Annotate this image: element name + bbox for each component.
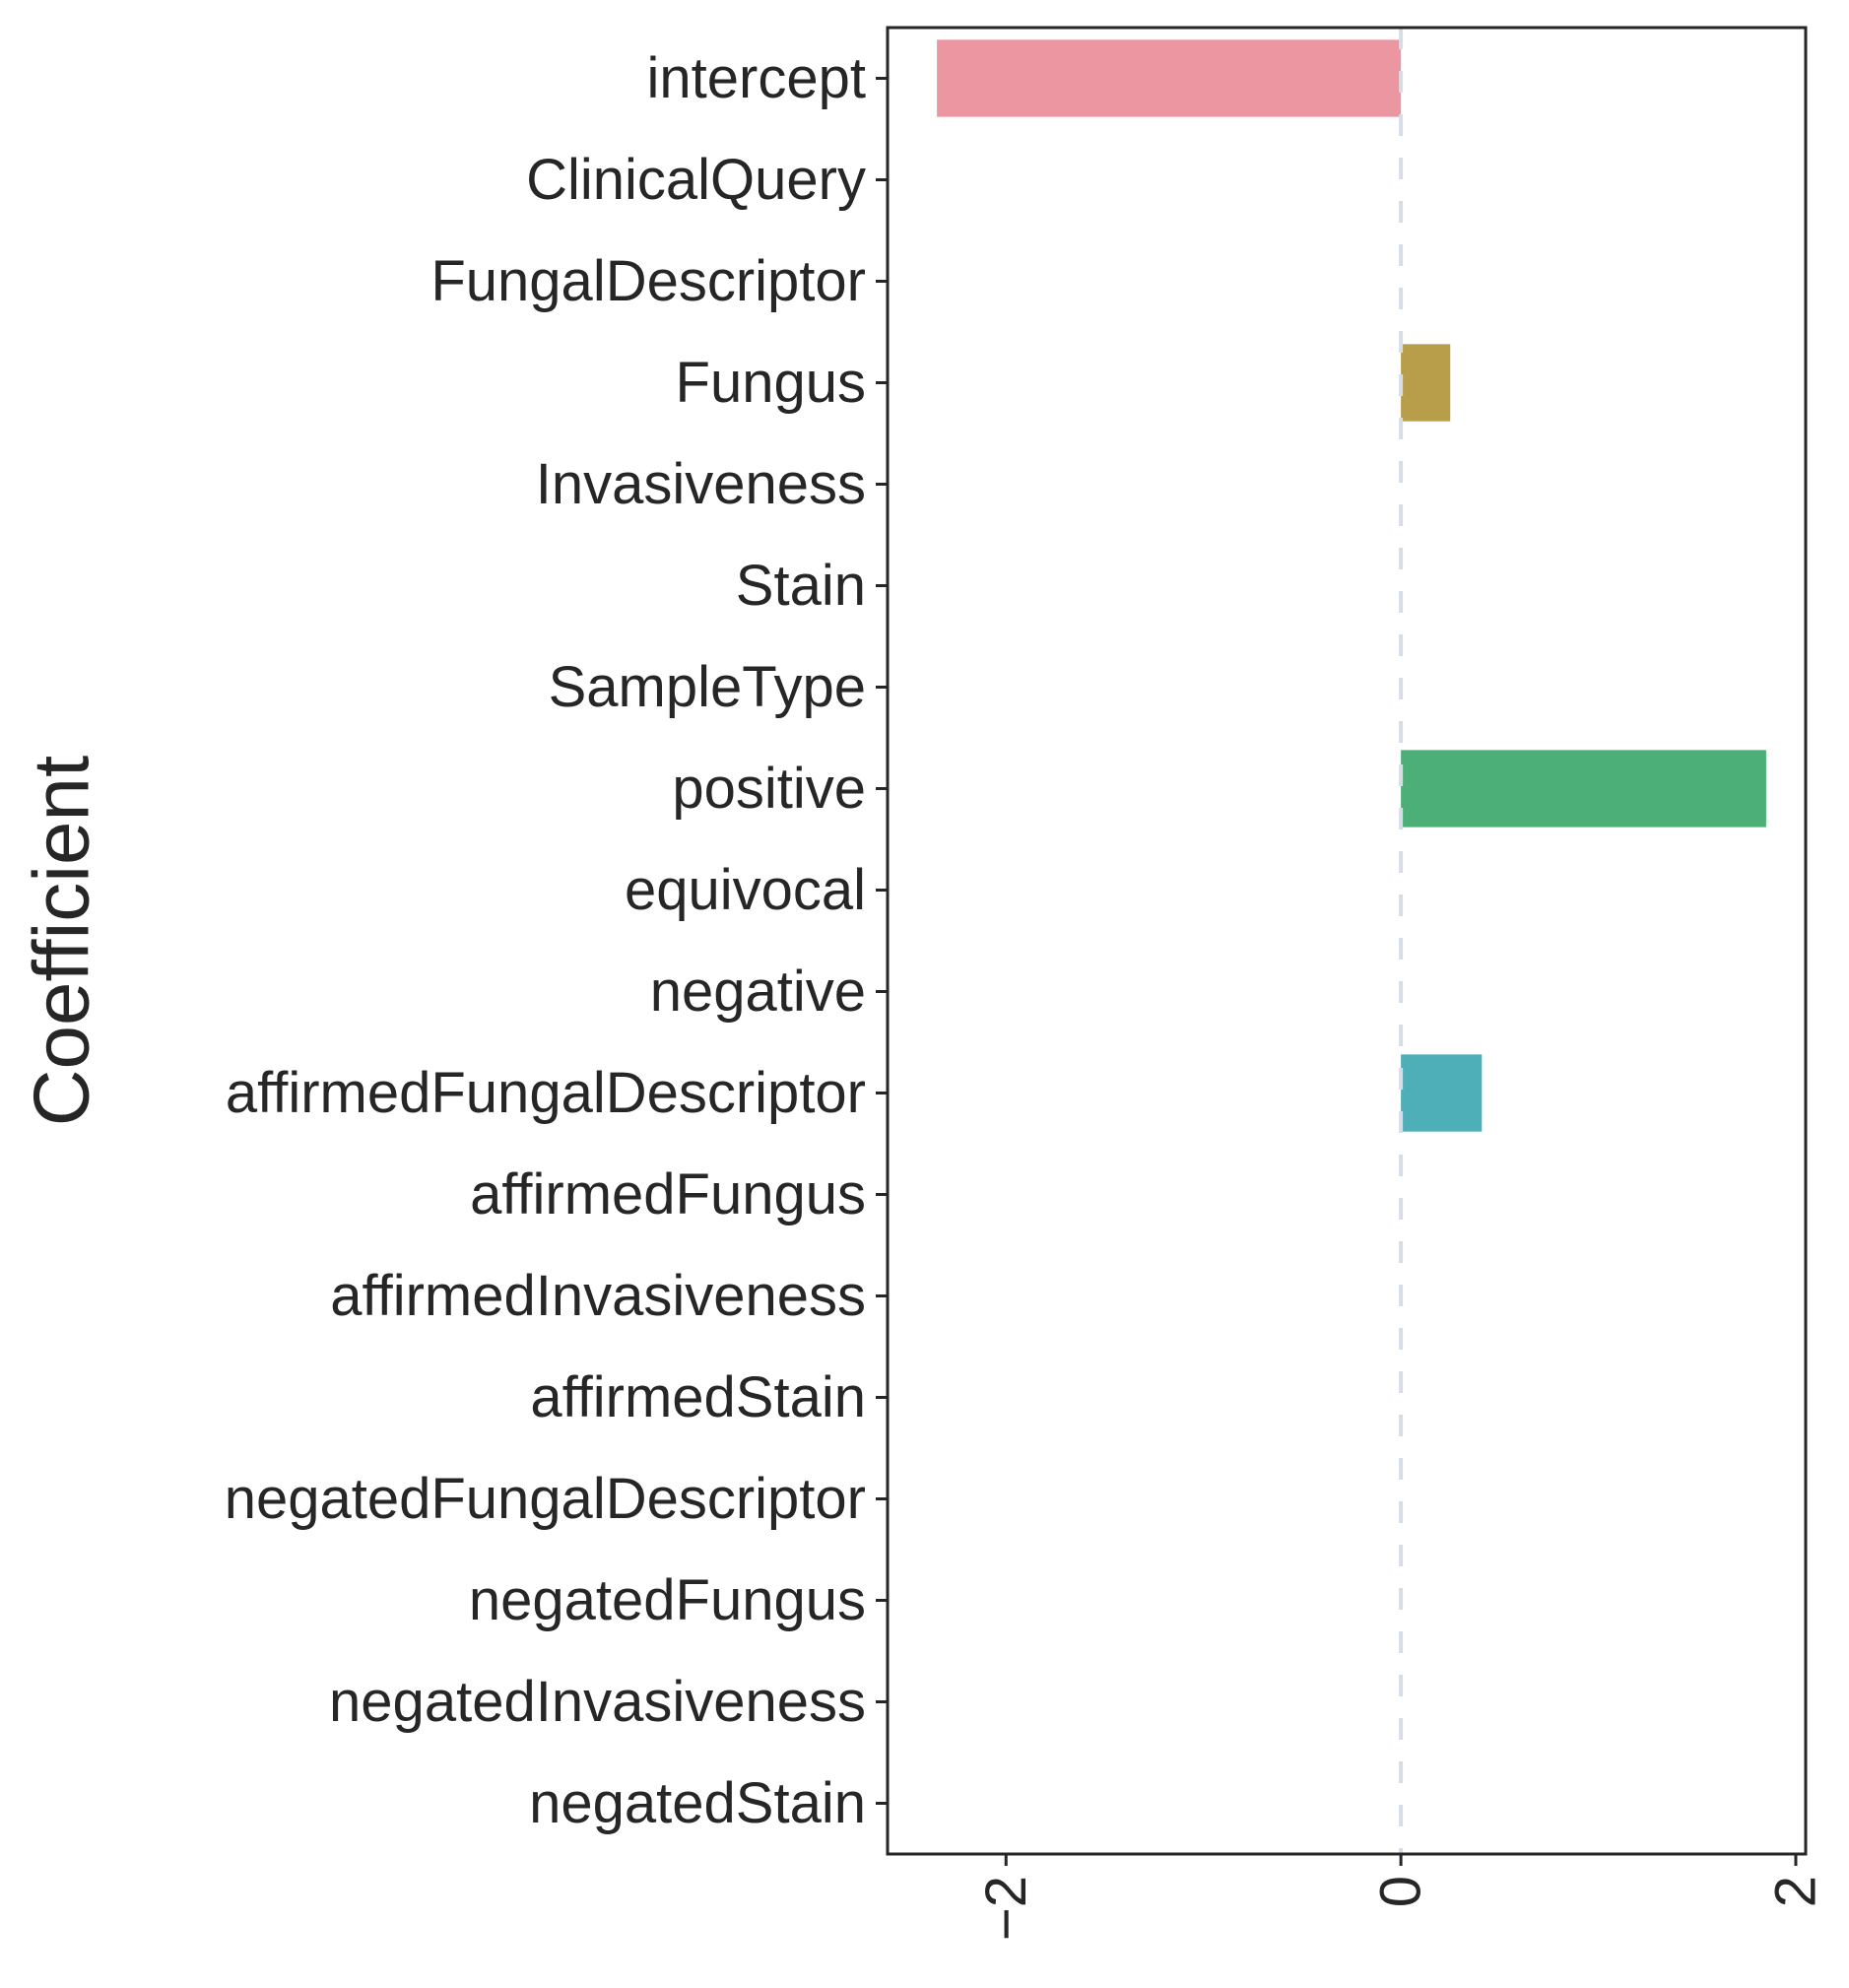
x-tick-label: −2 (974, 1876, 1038, 1941)
plot-frame (886, 26, 1808, 1856)
y-tick-label-affirmed-fungus: affirmedFungus (470, 1162, 866, 1226)
y-tick-label-affirmed-stain: affirmedStain (530, 1365, 866, 1429)
bar-fungus (1401, 344, 1451, 422)
y-axis-ticks: intercept ClinicalQuery FungalDescriptor Fu… (225, 46, 888, 1835)
y-tick-label-equivocal: equivocal (625, 858, 866, 922)
x-tick-label: 2 (1763, 1876, 1827, 1907)
y-tick-label-negated-stain: negatedStain (529, 1771, 866, 1835)
y-tick-label-negated-fungus: negatedFungus (469, 1568, 866, 1632)
x-tick-label: 0 (1369, 1876, 1433, 1907)
x-axis-ticks: −2 0 2 (974, 1854, 1827, 1941)
y-tick-label-negative: negative (650, 960, 866, 1024)
y-tick-label-sample-type: SampleType (549, 655, 866, 719)
bar-intercept (937, 39, 1402, 117)
bar-positive (1401, 750, 1766, 828)
y-tick-label-invasiveness: Invasiveness (536, 452, 866, 516)
y-tick-label-intercept: intercept (647, 46, 866, 110)
y-tick-label-positive: positive (672, 757, 866, 821)
y-tick-label-stain: Stain (736, 554, 866, 618)
y-tick-label-fungal-descriptor: FungalDescriptor (430, 249, 866, 313)
y-tick-label-clinical-query: ClinicalQuery (526, 148, 866, 212)
y-tick-label-affirmed-invasiveness: affirmedInvasiveness (330, 1264, 866, 1328)
y-tick-label-negated-fungal-descriptor: negatedFungalDescriptor (225, 1467, 866, 1531)
y-tick-label-affirmed-fungal-descriptor: affirmedFungalDescriptor (226, 1061, 866, 1125)
y-tick-label-fungus: Fungus (676, 351, 866, 415)
y-tick-label-negated-invasiveness: negatedInvasiveness (329, 1670, 866, 1734)
bars-layer (937, 39, 1766, 1132)
y-axis-title: Coefficient (18, 756, 105, 1127)
bar-affirmed-fungal-descriptor (1401, 1054, 1483, 1132)
